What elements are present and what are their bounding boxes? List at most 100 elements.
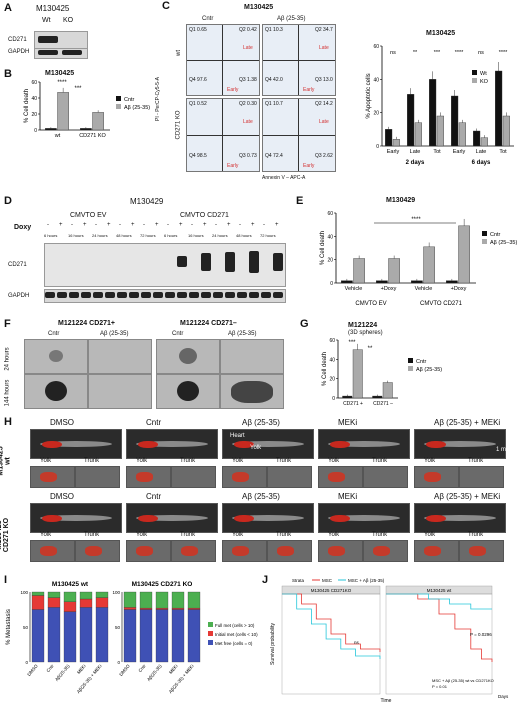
bar: [502, 115, 510, 147]
legend-swatch: [116, 104, 121, 109]
group-neg: M121224 CD271–: [180, 320, 237, 327]
legend-label: Aβ (25-35): [416, 367, 442, 373]
panel-i: I % Metastasis M130425 wt 0 50 100 DMSO Cntr Aβ…: [0, 574, 260, 716]
bar: [342, 395, 353, 399]
sub-label: Yolk: [232, 458, 244, 464]
bar-segment: [155, 609, 169, 663]
bar: [423, 246, 435, 284]
x-tick-label: DMSO: [118, 663, 131, 677]
col-label: Aβ (25-35): [100, 331, 129, 337]
x-unit: Days: [498, 694, 509, 699]
x-tick-label: Late: [410, 149, 421, 155]
scale-bar: 1 mm: [496, 447, 511, 453]
band: [201, 252, 211, 271]
bar-segment: [187, 607, 201, 610]
y-tick-label: 100: [112, 590, 120, 595]
zoom-image: [363, 466, 408, 488]
legend-swatch: [208, 622, 213, 627]
x-tick-label: Vehicle: [415, 286, 433, 292]
early-label: Early: [303, 87, 315, 93]
legend-swatch: [116, 96, 121, 101]
panel-h: H M130425 wt M130425 CD271 KO DMSO Yolk Tr…: [0, 416, 520, 571]
x-tick-label: MEKi: [76, 663, 87, 674]
band: [237, 292, 247, 298]
facet-title: M130425 CD271KO: [311, 588, 352, 593]
x-tick-label: Late: [476, 149, 487, 155]
sub-label: Yolk: [136, 458, 148, 464]
sub-label: Trunk: [372, 458, 388, 464]
condition-label: Cntr: [146, 418, 162, 427]
sub-label: Trunk: [372, 532, 388, 538]
bar-segment: [155, 591, 169, 609]
band: [201, 292, 211, 298]
zoom-image: [171, 466, 216, 488]
legend-swatch: [482, 239, 487, 244]
late-label: Late: [319, 119, 329, 125]
bar-segment: [31, 595, 45, 610]
y-tick-label: 0: [332, 396, 335, 402]
legend-label: Aβ (25–35): [490, 240, 517, 246]
group-cd271: CMVTO CD271: [180, 212, 229, 219]
q4: Q4 97.6: [189, 77, 207, 83]
band: [249, 251, 259, 273]
q3: Q3 0.73: [239, 153, 257, 159]
panel-a: A M130425 Wt KO CD271 GAPDH: [0, 0, 90, 60]
x-tick-label: CD271 KO: [79, 133, 106, 139]
blot-gapdh: [34, 48, 88, 59]
survival-curve: [386, 593, 493, 662]
band: [261, 292, 271, 298]
q2: Q2 0.30: [239, 101, 257, 107]
sample-label: M130425: [426, 30, 456, 37]
q2: Q2 34.7: [315, 27, 333, 33]
bar-chart-g: 0 20 40 60 CD271 + CD271 – % Cell death Cntr Aβ …: [322, 338, 442, 407]
late-label: Late: [243, 45, 253, 51]
bar-segment: [123, 591, 137, 608]
sub-label: Trunk: [180, 532, 196, 538]
panel-letter: E: [296, 195, 304, 207]
row-gapdh: GAPDH: [8, 49, 30, 55]
sub-label: Yolk: [136, 532, 148, 538]
micrograph: [156, 374, 220, 409]
zebrafish-image: [318, 429, 410, 459]
bar: [45, 128, 57, 131]
bar-segment: [171, 609, 185, 663]
band: [57, 292, 67, 298]
bar: [451, 95, 459, 147]
zebrafish-image: [318, 503, 410, 533]
bar: [388, 258, 400, 284]
y-tick-label: 100: [20, 590, 28, 595]
x-tick-label: Early: [387, 149, 400, 155]
band: [177, 255, 187, 267]
y-tick-label: 0: [117, 660, 120, 665]
q3: Q3 13.0: [315, 77, 333, 83]
legend-label: Cntr: [416, 359, 427, 365]
group-ev: CMVTO EV: [70, 212, 107, 219]
condition-label: Aβ (25-35) + MEKi: [434, 492, 501, 501]
zoom-image: [222, 540, 267, 562]
y-axis-label: % Cell death: [24, 89, 30, 123]
bar-segment: [63, 591, 77, 602]
zoom-image: [318, 540, 363, 562]
sample-label: M130429: [130, 197, 164, 206]
doxy-sign: -: [143, 222, 145, 228]
bar-chart-e: 0 20 40 60 Vehicle +Doxy Vehicle +Doxy % Cell de…: [320, 211, 517, 307]
bar-segment: [47, 591, 61, 598]
bar: [407, 94, 415, 147]
y-tick-label: 20: [373, 111, 379, 117]
legend-label: Strata: [292, 578, 305, 583]
zoom-image: [459, 466, 504, 488]
sub-label: Trunk: [276, 532, 292, 538]
y-axis-label: Survival probability: [270, 623, 276, 665]
band: [213, 292, 223, 298]
cd271-bands: [44, 243, 284, 285]
panel-letter: D: [4, 195, 12, 207]
annotation: ns: [354, 640, 360, 645]
zoom-image: [171, 540, 216, 562]
bar: [341, 280, 353, 284]
band: [141, 292, 151, 298]
q4: Q4 42.0: [265, 77, 283, 83]
time-label: 48 hours: [116, 233, 132, 238]
legend-label: Full met (cells > 10): [215, 623, 255, 628]
legend-swatch: [208, 640, 213, 645]
zebrafish-image: [414, 429, 506, 459]
